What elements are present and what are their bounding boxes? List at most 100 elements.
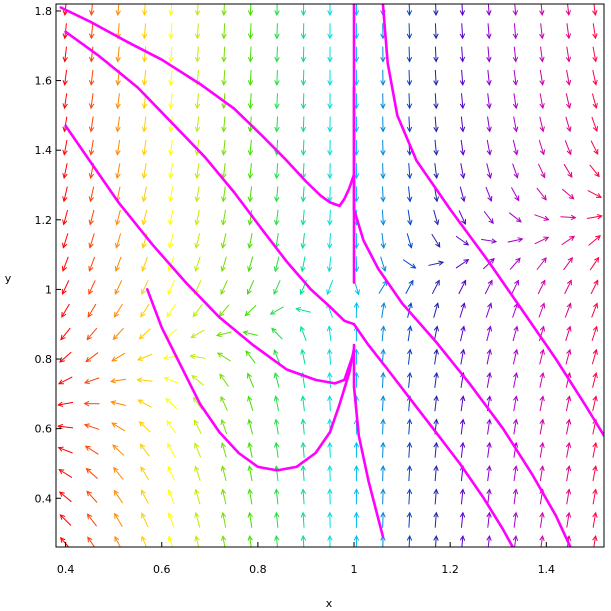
direction-arrow [592,395,598,412]
direction-arrow [459,186,466,203]
direction-arrow [168,4,174,17]
direction-arrow [455,259,470,269]
direction-arrow [221,116,227,133]
direction-arrow [380,46,386,63]
direction-arrow [220,465,227,481]
direction-arrow [455,235,470,246]
direction-arrow [565,4,572,17]
direction-arrow [591,93,598,110]
direction-arrow [247,535,253,547]
direction-arrow [221,4,227,17]
direction-arrow [112,327,124,341]
direction-arrow [460,163,466,180]
direction-arrow [513,371,519,388]
direction-arrow [59,514,72,526]
direction-arrow [561,188,575,200]
direction-arrow [327,441,333,458]
direction-arrow [300,23,307,40]
direction-arrow [459,395,466,412]
direction-arrow [83,377,100,385]
direction-arrow [405,279,414,294]
x-tick-label: 1.4 [538,563,556,576]
direction-arrow [300,69,307,86]
direction-arrow [60,327,71,341]
direction-arrow [484,279,493,295]
direction-arrow [508,212,522,223]
direction-arrow [565,46,572,63]
direction-arrow [57,423,74,430]
direction-arrow [58,491,72,503]
direction-arrow [140,303,150,318]
direction-arrow [83,423,100,430]
direction-arrow [592,69,598,86]
direction-arrow [326,325,333,342]
direction-arrow [486,4,492,17]
direction-arrow [88,69,95,86]
direction-arrow [459,139,466,156]
direction-arrow [247,233,253,249]
direction-arrow [247,23,254,40]
direction-arrow [167,488,175,505]
direction-arrow [59,351,72,363]
direction-arrow [591,325,598,342]
direction-arrow [274,46,280,63]
direction-arrow [300,441,306,458]
direction-arrow [592,23,598,40]
direction-arrow [221,69,227,86]
direction-arrow [380,163,386,180]
direction-arrow [189,353,206,360]
direction-arrow [433,395,439,412]
direction-arrow [433,163,439,180]
direction-arrow [247,418,253,435]
direction-arrow [459,4,466,17]
direction-arrow [194,233,201,249]
direction-arrow [565,395,572,412]
direction-arrow [62,93,68,110]
direction-arrow [509,257,521,270]
direction-arrow [274,186,280,203]
direction-arrow [486,441,492,458]
direction-arrow [221,139,227,156]
direction-arrow [273,441,280,458]
direction-arrow [62,4,68,17]
direction-arrow [57,401,74,407]
direction-arrow [62,139,68,156]
direction-arrow [536,257,547,271]
direction-arrow [353,464,360,482]
direction-arrow [407,348,413,365]
direction-arrow [459,116,466,133]
direction-arrow [565,23,572,40]
direction-arrow [483,210,494,225]
direction-arrow [242,330,259,336]
direction-arrow [220,233,227,249]
direction-arrow [300,4,307,17]
direction-arrow [538,302,546,318]
direction-arrow [433,139,439,156]
direction-arrow [565,325,572,342]
direction-arrow [327,233,333,250]
direction-arrow [433,116,439,133]
direction-arrow [115,4,121,17]
direction-arrow [539,535,545,547]
direction-arrow [380,534,386,547]
direction-arrow [138,421,151,433]
direction-arrow [433,209,440,226]
direction-arrow [565,93,572,110]
direction-arrow [433,441,439,458]
direction-arrow [300,256,306,273]
direction-arrow [247,93,254,110]
direction-arrow [380,301,387,318]
direction-arrow [89,4,95,17]
direction-arrow [458,279,467,295]
direction-arrow [433,511,439,528]
direction-arrow [274,209,280,226]
direction-arrow [433,534,439,547]
direction-arrow [221,163,227,180]
direction-arrow [565,116,572,133]
direction-arrow [433,371,439,388]
direction-arrow [192,304,203,318]
solution-curve-7 [352,343,385,538]
direction-arrow [88,116,95,133]
direction-arrow [539,23,545,40]
